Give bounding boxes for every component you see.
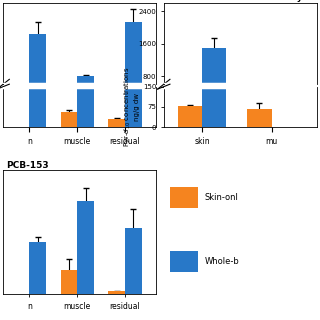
Bar [202,87,227,127]
Bar [202,48,227,108]
Text: Skin-onl: Skin-onl [205,193,239,202]
Bar [178,106,202,127]
Text: PCB-153: PCB-153 [6,161,49,170]
Bar [125,87,142,127]
Text: Pyre: Pyre [291,0,314,3]
Bar [77,76,94,107]
Bar [108,119,125,127]
Bar [108,291,125,294]
Y-axis label: Pyr-$d_{10}$ concentrations
ng/g dw: Pyr-$d_{10}$ concentrations ng/g dw [123,67,140,147]
Bar [77,202,94,294]
Text: Whole-b: Whole-b [205,257,240,266]
Bar [29,34,46,107]
Bar [60,112,77,127]
Bar [125,228,142,294]
Bar [29,87,46,127]
Bar [77,87,94,127]
Text: Phenanthrene-$d_{10}$: Phenanthrene-$d_{10}$ [6,0,97,3]
Bar [29,242,46,294]
Bar [125,22,142,107]
Bar [247,109,272,127]
Bar [60,270,77,294]
